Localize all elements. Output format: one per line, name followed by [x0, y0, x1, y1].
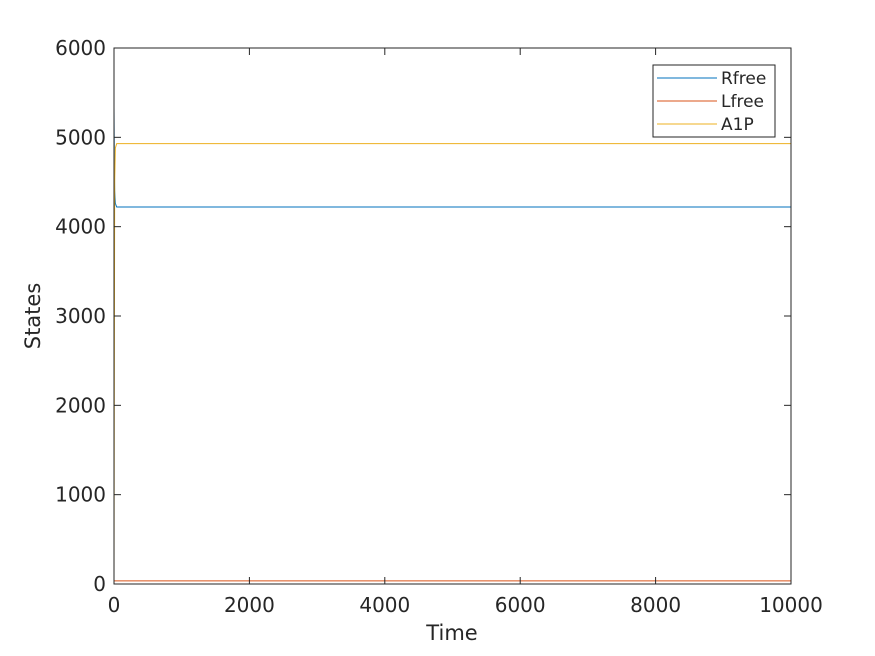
x-tick-label: 6000: [495, 593, 546, 617]
legend-label-a1p: A1P: [721, 115, 754, 135]
legend: Rfree Lfree A1P: [652, 64, 776, 138]
x-tick-label: 0: [108, 593, 121, 617]
x-tick-label: 4000: [359, 593, 410, 617]
tick-layer: 0 2000 4000 6000 8000 10000 0 1000 2000 3000 4000 5…: [55, 36, 823, 617]
x-tick-label: 8000: [630, 593, 681, 617]
y-tick-label: 0: [93, 572, 106, 596]
y-axis-label: States: [21, 283, 45, 350]
x-tick-label: 2000: [224, 593, 275, 617]
y-tick-label: 6000: [55, 36, 106, 60]
y-tick-label: 2000: [55, 393, 106, 417]
y-tick-label: 4000: [55, 215, 106, 239]
legend-label-rfree: Rfree: [721, 69, 766, 89]
y-tick-label: 5000: [55, 125, 106, 149]
x-axis-label: Time: [425, 621, 477, 645]
x-tick-label: 10000: [759, 593, 823, 617]
legend-label-lfree: Lfree: [721, 92, 764, 112]
y-tick-label: 1000: [55, 483, 106, 507]
y-tick-label: 3000: [55, 304, 106, 328]
